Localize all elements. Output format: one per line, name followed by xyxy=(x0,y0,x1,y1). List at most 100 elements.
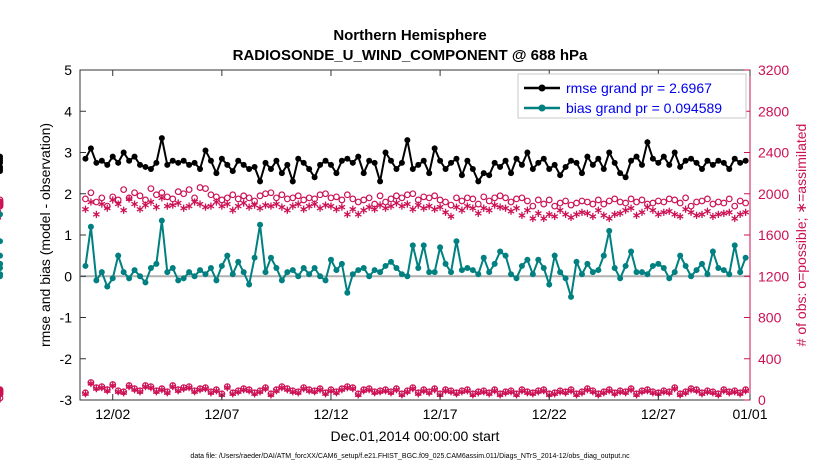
obs-assimilated-point xyxy=(523,389,531,397)
obs-assimilated-point xyxy=(92,210,100,218)
bias-point xyxy=(306,271,313,278)
bias-point xyxy=(404,273,411,280)
obs-assimilated-point xyxy=(709,389,717,397)
rmse-point xyxy=(622,174,629,181)
rmse-point xyxy=(442,166,449,172)
bias-point xyxy=(535,256,542,263)
obs-possible-point xyxy=(704,195,711,203)
bias-point xyxy=(327,256,334,263)
rmse-point xyxy=(704,157,711,164)
obs-assimilated-point xyxy=(120,206,128,214)
obs-assimilated-point xyxy=(267,202,275,210)
obs-assimilated-point xyxy=(196,386,204,394)
rmse-point xyxy=(497,163,504,170)
obs-assimilated-point xyxy=(262,385,269,393)
obs-possible-point xyxy=(185,186,193,194)
bias-point xyxy=(529,271,536,278)
bias-point xyxy=(486,269,493,276)
obs-assimilated-point xyxy=(409,205,417,213)
obs-assimilated-point xyxy=(529,214,537,223)
obs-possible-point xyxy=(600,200,608,208)
obs-assimilated-point xyxy=(343,384,351,392)
obs-assimilated-point xyxy=(660,388,668,396)
obs-assimilated-point xyxy=(654,210,662,218)
obs-assimilated-point xyxy=(627,386,635,394)
bias-point xyxy=(617,275,624,282)
rmse-point xyxy=(415,161,422,168)
obs-assimilated-point xyxy=(289,388,297,396)
bias-point xyxy=(0,260,3,267)
obs-possible-point xyxy=(387,195,395,203)
obs-assimilated-point xyxy=(109,381,117,390)
y-tick-label-left: 2 xyxy=(64,186,72,202)
rmse-point xyxy=(606,149,613,156)
obs-assimilated-point xyxy=(180,204,188,212)
obs-possible-point xyxy=(660,198,668,206)
rmse-point xyxy=(115,159,122,166)
rmse-point xyxy=(218,155,225,162)
bias-point xyxy=(300,265,307,271)
obs-assimilated-point xyxy=(212,198,220,206)
rmse-point xyxy=(464,157,471,164)
rmse-point xyxy=(420,157,427,164)
obs-assimilated-point xyxy=(234,202,242,210)
obs-assimilated-point xyxy=(551,212,559,221)
obs-assimilated-point xyxy=(458,388,466,396)
obs-assimilated-point xyxy=(589,212,597,221)
y-tick-label-left: 3 xyxy=(64,145,72,161)
bias-point xyxy=(371,267,378,274)
rmse-point xyxy=(720,159,727,166)
obs-assimilated-point xyxy=(425,389,433,397)
obs-assimilated-point xyxy=(267,391,275,399)
obs-assimilated-point xyxy=(605,214,613,223)
obs-possible-point xyxy=(0,386,4,394)
y-axis-label-right: # of obs: o=possible; ∗=assimilated xyxy=(793,124,809,347)
obs-possible-point xyxy=(540,200,548,208)
bias-point xyxy=(448,269,455,276)
obs-possible-point xyxy=(278,191,286,199)
obs-possible-point xyxy=(131,189,138,197)
obs-assimilated-point xyxy=(289,202,297,210)
bias-point xyxy=(458,267,465,274)
bias-point xyxy=(289,267,296,274)
bias-point xyxy=(382,262,389,269)
obs-assimilated-point xyxy=(518,211,526,220)
obs-assimilated-point xyxy=(300,385,308,393)
rmse-point xyxy=(453,155,460,162)
obs-possible-point xyxy=(682,194,690,202)
rmse-point xyxy=(715,157,722,164)
rmse-point xyxy=(578,170,585,177)
rmse-point xyxy=(524,149,531,156)
obs-possible-point xyxy=(529,202,537,210)
bias-point xyxy=(93,277,100,284)
rmse-point xyxy=(387,157,394,164)
obs-assimilated-point xyxy=(218,202,226,210)
obs-assimilated-point xyxy=(98,384,106,392)
obs-assimilated-point xyxy=(142,382,149,391)
bias-point xyxy=(344,289,351,296)
obs-assimilated-point xyxy=(682,205,690,213)
bias-point xyxy=(338,260,345,267)
obs-assimilated-point xyxy=(736,390,744,398)
obs-possible-point xyxy=(349,195,357,203)
obs-assimilated-point xyxy=(240,199,248,207)
obs-assimilated-point xyxy=(698,210,706,218)
obs-assimilated-point xyxy=(431,205,439,213)
obs-possible-point xyxy=(0,196,4,204)
obs-assimilated-point xyxy=(431,386,439,394)
bias-point xyxy=(377,269,384,276)
legend-bias-marker xyxy=(538,104,546,112)
bias-point xyxy=(180,275,187,282)
obs-assimilated-point xyxy=(387,389,395,397)
obs-assimilated-point xyxy=(414,201,422,209)
obs-assimilated-point xyxy=(463,202,471,210)
obs-assimilated-point xyxy=(578,208,586,216)
obs-assimilated-point xyxy=(142,201,149,209)
obs-assimilated-point xyxy=(687,208,695,216)
obs-assimilated-point xyxy=(163,389,171,397)
obs-assimilated-point xyxy=(169,382,177,391)
obs-possible-point xyxy=(398,194,406,202)
obs-assimilated-point xyxy=(414,390,422,398)
bias-point xyxy=(126,275,133,282)
